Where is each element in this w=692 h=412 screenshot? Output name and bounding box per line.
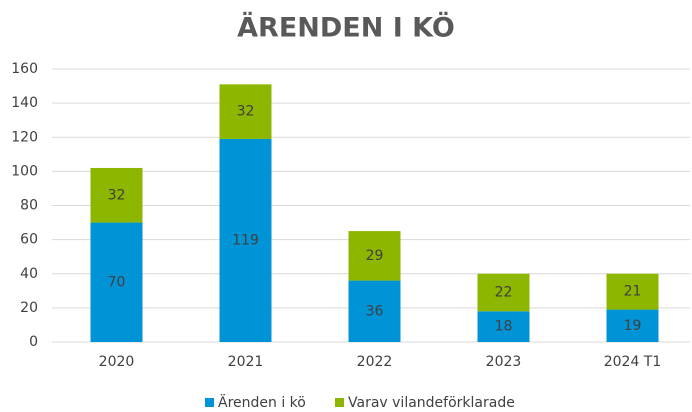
y-tick-label: 160 — [11, 61, 38, 77]
y-tick-label: 140 — [11, 95, 38, 111]
x-tick-label: 2023 — [486, 354, 522, 370]
bar-segment — [477, 311, 530, 342]
bar-segment — [90, 222, 143, 342]
data-label: 70 — [108, 274, 126, 290]
bar-segment — [219, 84, 272, 139]
bar-segment — [348, 231, 401, 281]
bar-segment — [606, 273, 659, 310]
legend-swatch — [205, 398, 214, 407]
x-tick-label: 2021 — [228, 354, 264, 370]
bar-segment — [348, 280, 401, 342]
y-tick-label: 60 — [20, 232, 38, 248]
x-tick-label: 2020 — [99, 354, 135, 370]
y-tick-label: 0 — [29, 334, 38, 350]
chart-title: ÄRENDEN I KÖ — [237, 11, 455, 44]
x-tick-label: 2022 — [357, 354, 393, 370]
data-label: 22 — [495, 285, 513, 301]
y-tick-label: 80 — [20, 198, 38, 214]
y-tick-label: 40 — [20, 266, 38, 282]
x-tick-label: 2024 T1 — [604, 354, 662, 370]
y-tick-label: 100 — [11, 163, 38, 179]
y-tick-label: 120 — [11, 129, 38, 145]
legend-label: Varav vilandeförklarade — [348, 395, 515, 411]
data-label: 32 — [108, 187, 126, 203]
bar-segment — [90, 167, 143, 223]
data-label: 36 — [366, 303, 384, 319]
bar-segment — [219, 138, 272, 342]
data-label: 119 — [232, 232, 259, 248]
data-label: 32 — [237, 104, 255, 120]
y-tick-label: 20 — [20, 300, 38, 316]
data-label: 29 — [366, 248, 384, 264]
legend-label: Ärenden i kö — [218, 393, 306, 411]
data-label: 18 — [495, 319, 513, 335]
bar-segment — [477, 273, 530, 312]
data-label: 19 — [624, 318, 642, 334]
bar-segment — [606, 309, 659, 342]
legend-swatch — [335, 398, 344, 407]
data-label: 21 — [624, 284, 642, 300]
